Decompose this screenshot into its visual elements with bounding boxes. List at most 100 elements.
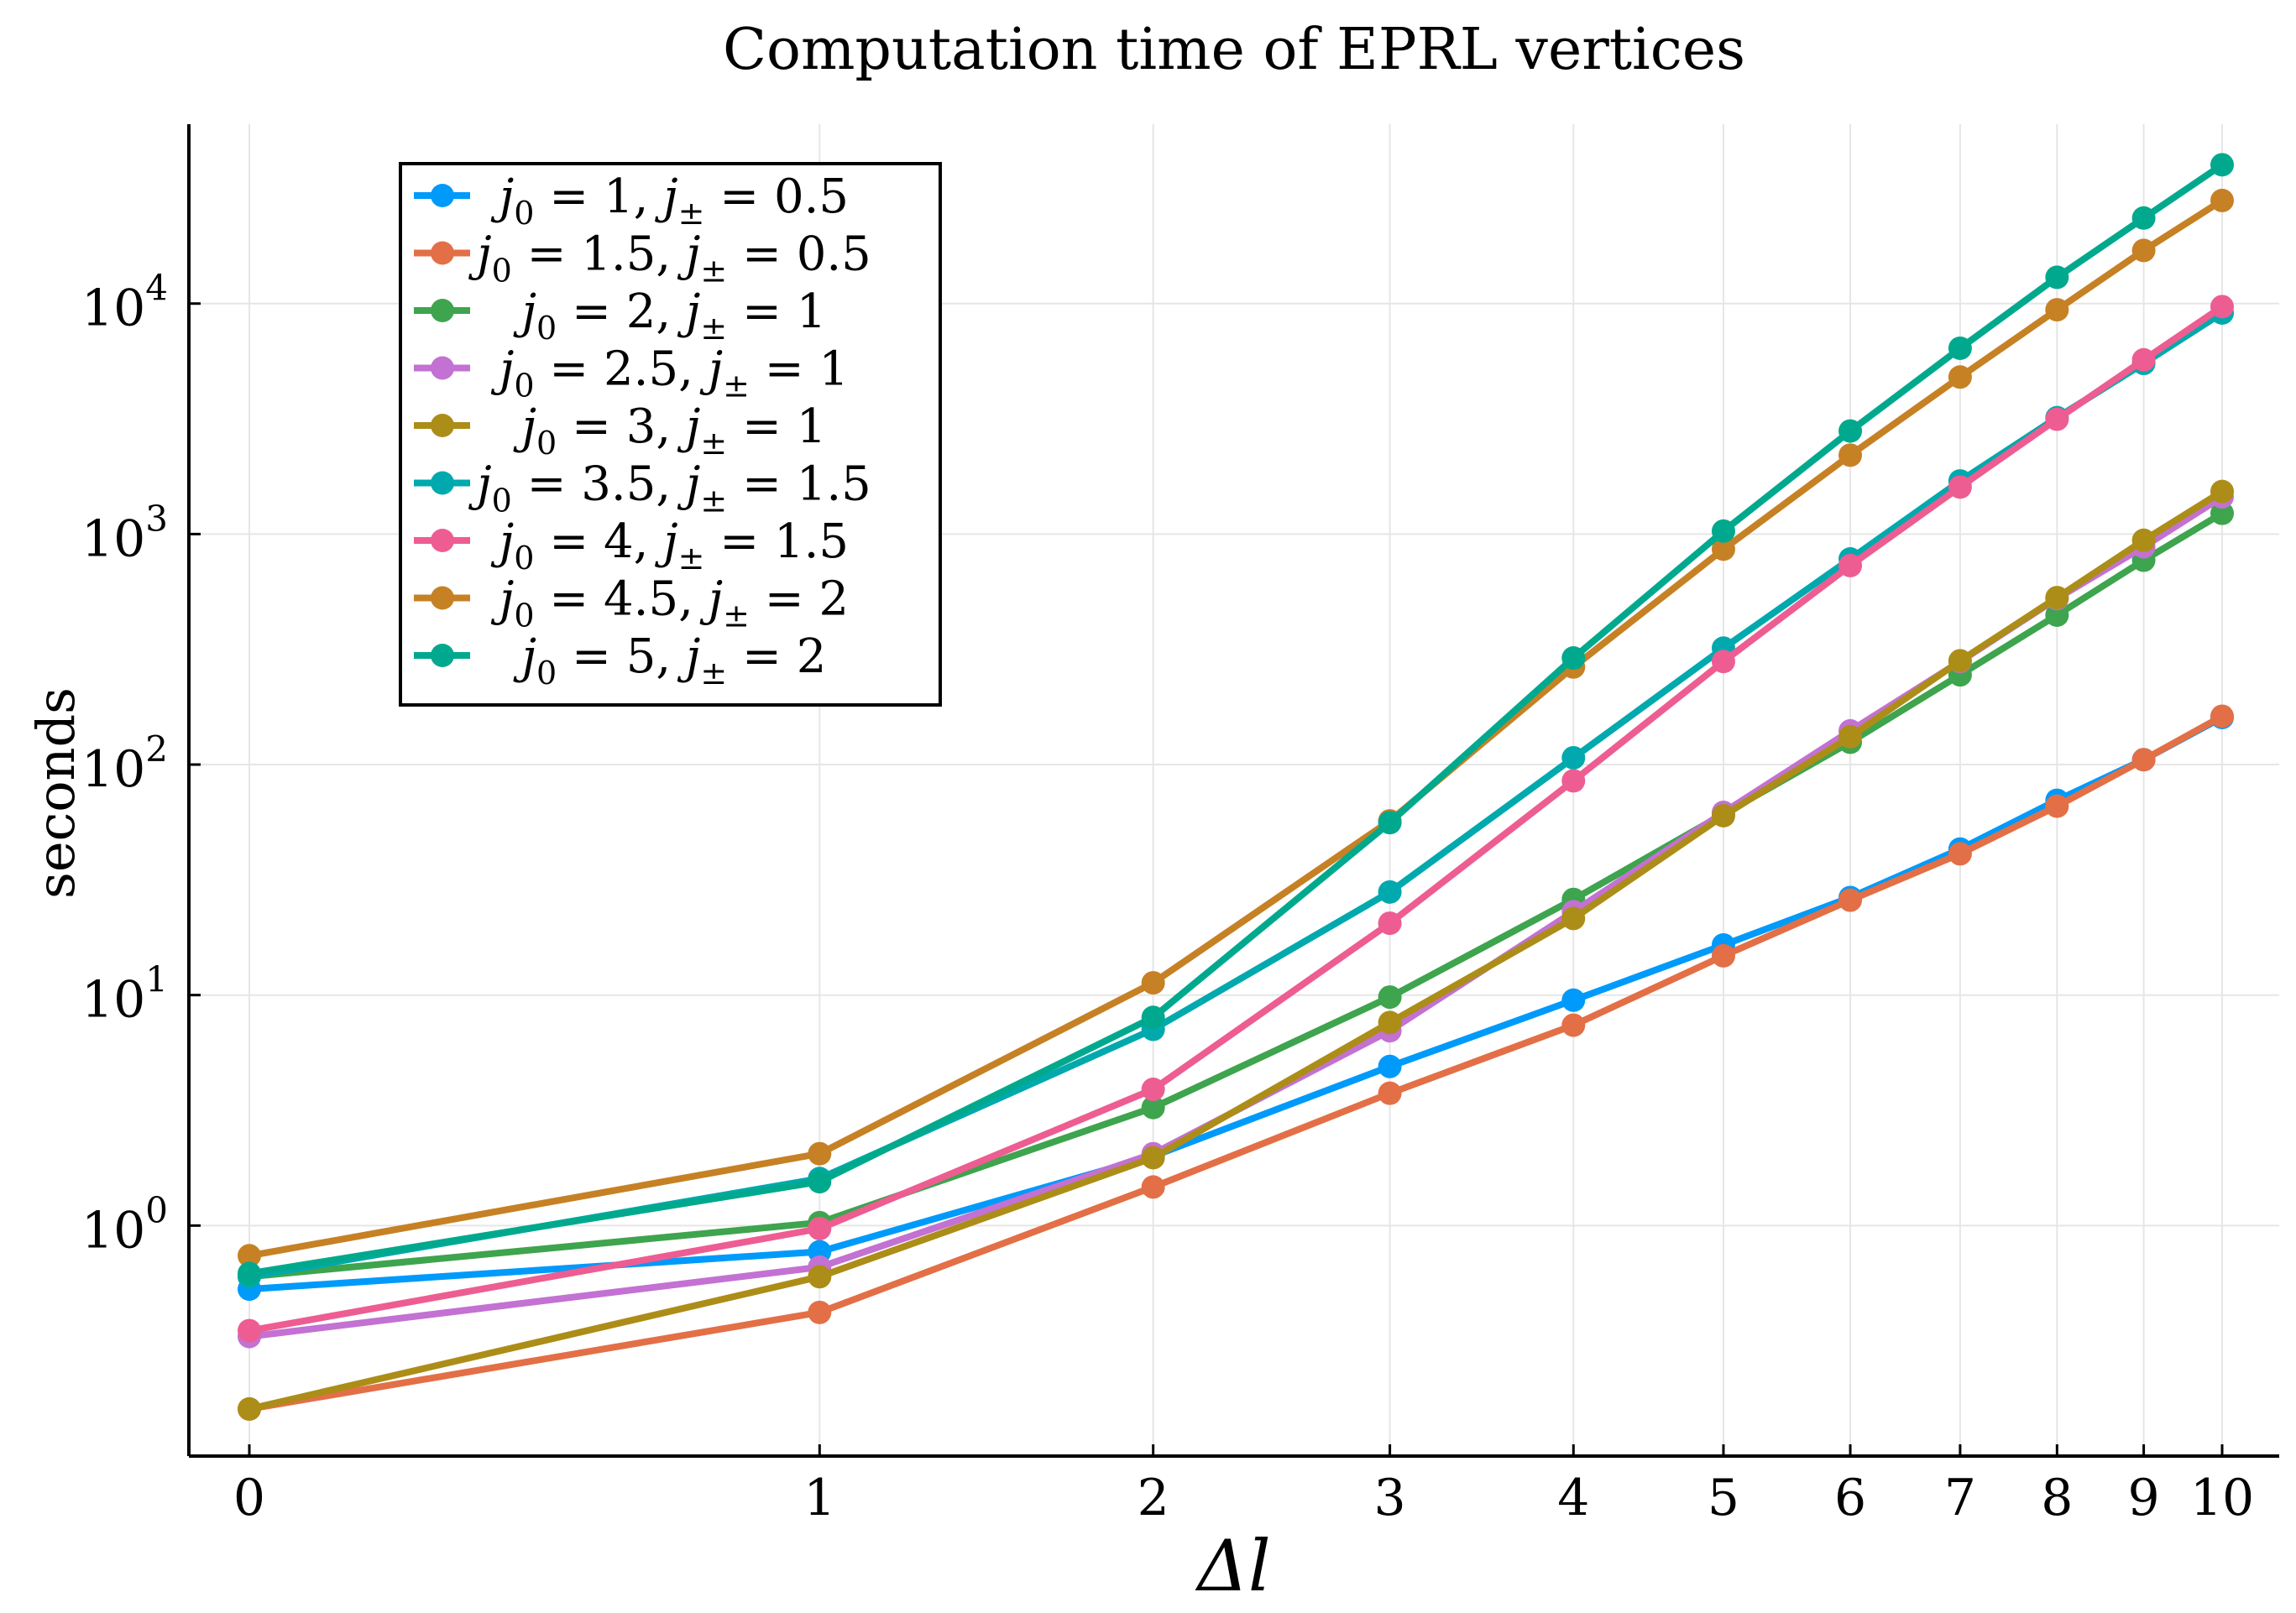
- series-group: [238, 153, 2234, 1421]
- data-point: [1378, 1010, 1402, 1035]
- x-tick-label: 6: [1834, 1469, 1866, 1527]
- data-point: [2131, 347, 2156, 372]
- data-point: [1378, 985, 1402, 1010]
- data-point: [1561, 769, 1586, 793]
- x-tick-label: 1: [803, 1469, 835, 1527]
- legend-label: j0 = 3, j± = 1: [513, 399, 827, 462]
- data-point: [238, 1396, 261, 1421]
- data-point: [2045, 265, 2069, 290]
- data-point: [1711, 537, 1735, 561]
- data-point: [1378, 1081, 1402, 1105]
- y-tick-label: 104: [81, 268, 168, 338]
- legend-label: j0 = 4.5, j± = 2: [490, 572, 849, 634]
- data-point: [1378, 811, 1402, 835]
- legend-label: j0 = 1, j± = 0.5: [490, 170, 849, 232]
- data-point: [238, 1318, 261, 1343]
- legend-item: j0 = 2, j± = 1: [414, 284, 826, 347]
- y-tick-label: 101: [81, 959, 168, 1030]
- data-point: [1561, 646, 1586, 671]
- data-point: [2210, 188, 2234, 212]
- data-point: [1378, 1054, 1402, 1078]
- data-point: [238, 1261, 261, 1286]
- data-point: [2045, 794, 2069, 818]
- legend-label: j0 = 4, j± = 1.5: [490, 514, 849, 577]
- x-tick-label: 0: [233, 1469, 265, 1527]
- legend-marker: [431, 356, 454, 380]
- x-tick-label: 3: [1374, 1469, 1406, 1527]
- y-tick-label: 103: [81, 498, 168, 568]
- series-2: [238, 704, 2234, 1421]
- axes: [187, 124, 2279, 1458]
- data-point: [1561, 906, 1586, 931]
- data-point: [1378, 880, 1402, 904]
- legend-label: j0 = 2, j± = 1: [513, 284, 827, 347]
- data-point: [2210, 479, 2234, 504]
- series-7: [238, 295, 2234, 1343]
- data-point: [1561, 1013, 1586, 1037]
- data-point: [2045, 298, 2069, 322]
- legend-item: j0 = 1, j± = 0.5: [414, 170, 849, 232]
- y-axis-label: seconds: [25, 687, 86, 899]
- legend-marker: [431, 184, 454, 207]
- data-point: [1711, 803, 1735, 827]
- data-point: [1141, 971, 1165, 995]
- data-point: [1141, 1095, 1165, 1120]
- x-tick-label: 4: [1557, 1469, 1589, 1527]
- data-point: [1948, 649, 1972, 673]
- chart-title: Computation time of EPRL vertices: [723, 17, 1745, 83]
- data-point: [1561, 745, 1586, 770]
- data-point: [2045, 603, 2069, 627]
- data-point: [808, 1216, 832, 1240]
- data-point: [2210, 153, 2234, 177]
- legend-marker: [431, 529, 454, 552]
- x-tick-label: 8: [2041, 1469, 2073, 1527]
- data-point: [2045, 586, 2069, 610]
- legend: j0 = 1, j± = 0.5j0 = 1.5, j± = 0.5j0 = 2…: [399, 162, 942, 707]
- legend-label: j0 = 5, j± = 2: [513, 629, 827, 692]
- data-point: [808, 1170, 832, 1194]
- data-point: [2210, 501, 2234, 525]
- data-point: [808, 1265, 832, 1289]
- data-point: [2210, 704, 2234, 728]
- data-point: [1378, 911, 1402, 936]
- data-point: [1711, 519, 1735, 543]
- legend-marker: [431, 644, 454, 667]
- legend-marker: [431, 471, 454, 495]
- data-point: [1948, 842, 1972, 866]
- data-point: [2131, 528, 2156, 552]
- series-8: [238, 188, 2234, 1268]
- series-9: [238, 153, 2234, 1286]
- data-point: [1838, 443, 1863, 467]
- x-tick-label: 2: [1138, 1469, 1169, 1527]
- legend-label: j0 = 2.5, j± = 1: [490, 342, 849, 405]
- legend-item: j0 = 3, j± = 1: [414, 399, 826, 462]
- data-point: [1838, 553, 1863, 577]
- data-point: [1141, 1005, 1165, 1030]
- data-point: [238, 1244, 261, 1268]
- legend-item: j0 = 1.5, j± = 0.5: [414, 227, 871, 290]
- y-tick-label: 102: [81, 728, 168, 799]
- x-axis-label: Δl: [1195, 1525, 1271, 1607]
- data-point: [1141, 1146, 1165, 1170]
- legend-marker: [431, 414, 454, 437]
- legend-box: [399, 162, 942, 707]
- legend-marker: [431, 241, 454, 265]
- data-point: [2045, 407, 2069, 431]
- data-point: [2210, 295, 2234, 319]
- data-point: [1838, 419, 1863, 443]
- data-point: [1948, 365, 1972, 389]
- data-point: [1838, 888, 1863, 912]
- data-point: [1141, 1078, 1165, 1102]
- legend-marker: [431, 299, 454, 322]
- data-point: [1838, 724, 1863, 749]
- legend-label: j0 = 1.5, j± = 0.5: [468, 227, 871, 290]
- series-5: [238, 479, 2234, 1421]
- data-point: [2131, 748, 2156, 772]
- data-point: [808, 1300, 832, 1324]
- legend-item: j0 = 4, j± = 1.5: [414, 514, 849, 577]
- data-point: [1948, 475, 1972, 499]
- data-point: [2131, 206, 2156, 230]
- data-point: [1948, 336, 1972, 360]
